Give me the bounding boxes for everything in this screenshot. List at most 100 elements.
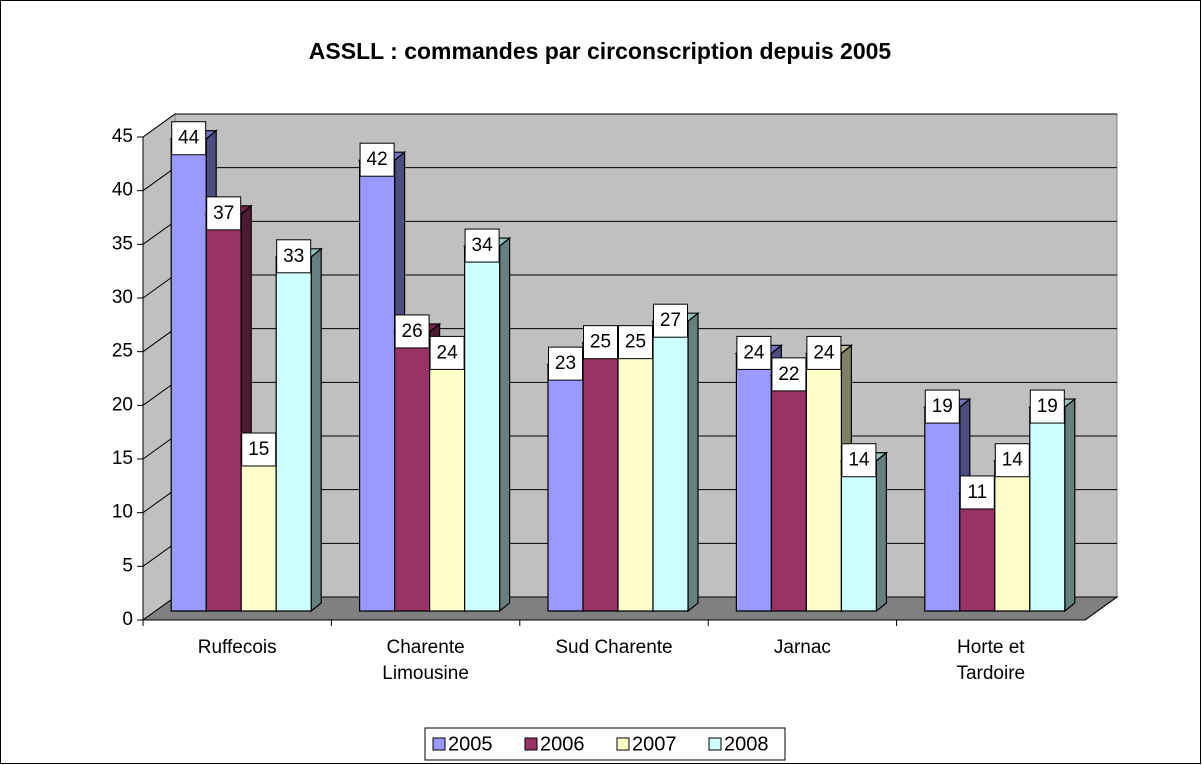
data-label: 33 [283,246,304,267]
data-label: 19 [1037,396,1058,417]
y-tick-label: 20 [112,394,133,415]
data-label-box [429,335,465,370]
data-label: 42 [367,149,388,170]
data-label-box [959,475,995,510]
bar-front [464,245,501,612]
bar-front [924,406,961,612]
bar-front [547,363,584,612]
bar-side [310,247,322,613]
x-tick-label: Jarnac [773,637,831,658]
data-label-box [736,335,772,370]
legend-label: 2007 [632,733,677,755]
legend-label: 2006 [540,733,585,755]
y-tick-label: 5 [122,555,133,576]
legend-label: 2008 [724,733,769,755]
bar-front [582,342,619,612]
data-label-box [583,325,618,360]
legend-label: 2005 [448,733,493,755]
data-label: 26 [402,321,423,342]
bar [839,451,889,613]
y-tick-label: 10 [112,502,133,523]
bar [651,311,700,613]
y-tick-label: 35 [112,233,133,254]
y-tick-label: 40 [112,180,133,201]
data-label-box [241,432,277,467]
data-label-box [771,357,807,392]
bar-front [205,213,242,612]
legend-swatch [524,737,538,751]
y-tick-label: 15 [112,448,133,469]
legend-swatch [708,737,722,751]
data-label: 22 [778,364,799,385]
bar-front [394,331,431,612]
data-label-box [653,303,688,338]
data-label: 19 [932,396,953,417]
legend-box [424,727,786,761]
bar-front [770,374,808,612]
data-label: 34 [472,235,494,256]
bar-side [875,451,888,613]
data-label-box [924,389,960,424]
data-label-box [1029,389,1065,424]
x-tick-label: Ruffecois [197,637,277,658]
data-label-box [841,443,877,478]
y-tick-label: 30 [112,287,133,308]
data-label-box [206,196,242,231]
bar-front [994,460,1031,612]
bar-front [275,256,312,612]
x-tick-label: Sud Charente [555,637,673,658]
bar [1028,397,1077,613]
data-label-box [359,142,395,177]
data-label: 14 [848,450,870,471]
data-label-box [618,325,653,360]
data-label-box [464,228,500,263]
legend-swatch [432,737,446,751]
data-label-box [994,443,1030,478]
bar-front [805,352,843,612]
data-label: 25 [625,332,646,353]
bar-front [617,342,654,612]
x-axis [143,596,1118,621]
data-label: 15 [248,439,269,460]
bar-front [359,159,396,612]
bar-front [1029,406,1066,612]
y-tick-label: 25 [112,341,133,362]
data-label: 44 [178,128,200,149]
data-label-box [276,239,312,274]
data-label: 27 [660,310,681,331]
legend-swatch [616,737,630,751]
bar-side [1064,397,1076,613]
bar-front [429,352,466,612]
data-label-box [548,346,583,381]
data-label-box [171,121,207,156]
bar-front [735,352,773,612]
bar [274,247,323,613]
bar-front [840,460,878,612]
data-label: 11 [967,482,987,503]
data-label-box [806,335,842,370]
y-tick-label: 45 [112,126,133,147]
data-label: 24 [813,342,835,363]
y-tick-label: 0 [122,609,133,630]
bar-front [652,320,689,612]
bar-front [170,138,207,612]
side-wall [142,113,176,621]
bar-side [687,311,699,613]
x-tick-label: Horte et Tardoire [956,637,1026,684]
data-label: 24 [743,342,765,363]
chart-title: ASSLL : commandes par circonscription de… [309,38,892,64]
bar-front [959,492,996,612]
data-label: 23 [555,353,576,374]
data-label: 14 [1002,450,1024,471]
data-label: 37 [213,203,234,224]
bar [462,236,512,613]
grid-line [142,113,1117,138]
bar-side [499,236,511,613]
bar-front [240,449,277,612]
data-label-box [394,314,430,349]
data-label: 25 [590,332,611,353]
x-tick-label: Charente Limousine [382,637,469,684]
data-label: 24 [437,342,459,363]
